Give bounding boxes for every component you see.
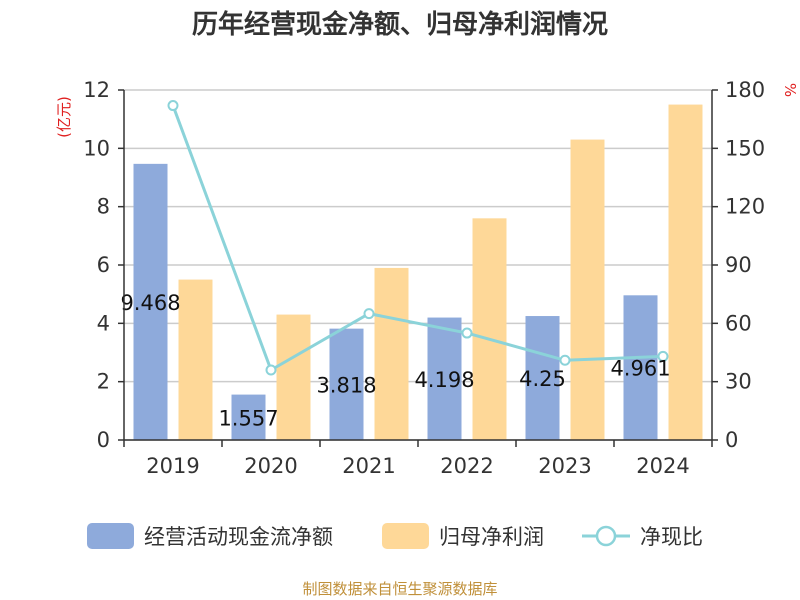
- y-right-tick-label: 120: [725, 195, 765, 219]
- x-tick-label: 2019: [146, 454, 199, 478]
- bars: [133, 104, 703, 441]
- bar-cashflow: [525, 316, 560, 440]
- x-tick-label: 2021: [342, 454, 395, 478]
- bar-value-label: 3.818: [316, 373, 376, 397]
- y-left-tick-label: 0: [97, 428, 110, 452]
- left-axis-unit: (亿元): [55, 96, 73, 138]
- legend-swatch-ratio-marker: [595, 525, 617, 547]
- x-tick-label: 2023: [538, 454, 591, 478]
- y-right-tick-label: 30: [725, 370, 752, 394]
- y-left-tick-label: 4: [97, 311, 110, 335]
- bar-value-label: 9.468: [120, 291, 180, 315]
- legend-swatch-cashflow: [87, 523, 134, 549]
- ratio-point: [657, 350, 669, 362]
- bar-cashflow: [231, 394, 266, 440]
- y-right-tick-label: 0: [725, 428, 738, 452]
- y-left-tick-label: 10: [83, 136, 110, 160]
- legend-label-net-profit: 归母净利润: [439, 525, 544, 549]
- legend: 经营活动现金流净额 归母净利润 净现比: [87, 523, 703, 549]
- ratio-point: [461, 327, 473, 339]
- bar-labels: 9.468 1.557 3.818 4.198 4.25 4.961: [120, 291, 670, 430]
- bar-net-profit: [178, 279, 213, 440]
- y-right-tick-label: 180: [725, 78, 765, 102]
- bar-cashflow: [427, 317, 462, 440]
- y-right-tick-label: 150: [725, 136, 765, 160]
- x-tick-label: 2022: [440, 454, 493, 478]
- x-tick-label: 2020: [244, 454, 297, 478]
- bar-value-label: 4.961: [610, 357, 670, 381]
- right-axis-unit: %: [781, 83, 799, 97]
- ratio-point: [363, 308, 375, 320]
- legend-swatch-net-profit: [382, 523, 429, 549]
- ratio-line: [167, 100, 669, 376]
- y-right-tick-label: 90: [725, 253, 752, 277]
- bar-cashflow: [133, 163, 168, 440]
- y-left-tick-label: 2: [97, 370, 110, 394]
- y-right-tick-label: 60: [725, 311, 752, 335]
- ratio-point: [265, 364, 277, 376]
- bar-value-label: 4.25: [519, 367, 566, 391]
- y-left-tick-label: 12: [83, 78, 110, 102]
- bar-cashflow: [623, 295, 658, 440]
- bar-net-profit: [276, 314, 311, 440]
- chart-title: 历年经营现金净额、归母净利润情况: [192, 9, 608, 40]
- bar-net-profit: [668, 104, 703, 440]
- bar-net-profit: [374, 267, 409, 440]
- legend-label-ratio: 净现比: [640, 525, 703, 549]
- bar-net-profit: [472, 218, 507, 440]
- bar-net-profit: [570, 139, 605, 441]
- y-left-tick-label: 6: [97, 253, 110, 277]
- x-tick-label: 2024: [636, 454, 689, 478]
- bar-cashflow: [329, 328, 364, 440]
- legend-label-cashflow: 经营活动现金流净额: [144, 525, 333, 549]
- y-left-tick-label: 8: [97, 195, 110, 219]
- bar-value-label: 4.198: [414, 368, 474, 392]
- ratio-point: [167, 100, 179, 112]
- ratio-point: [559, 354, 571, 366]
- ratio-line-path: [171, 105, 664, 373]
- source-note: 制图数据来自恒生聚源数据库: [302, 580, 497, 598]
- bar-value-label: 1.557: [218, 406, 278, 430]
